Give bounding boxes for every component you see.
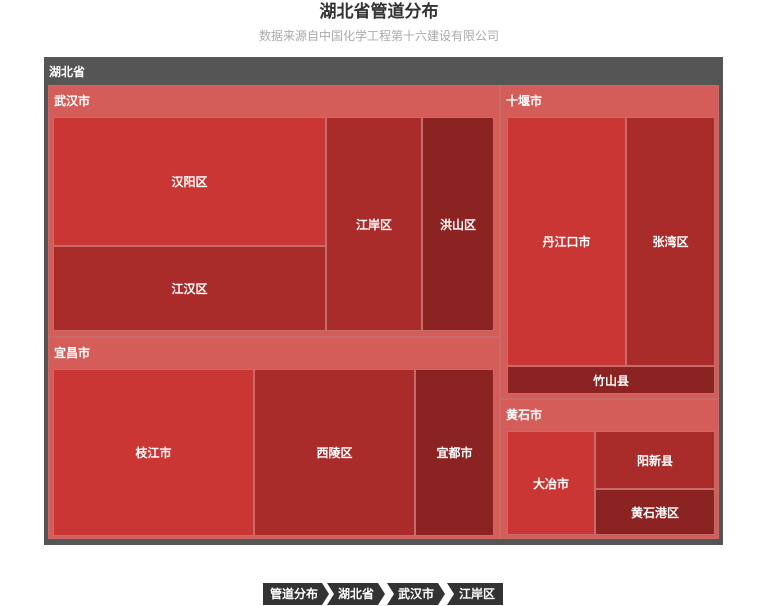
treemap-leaf-江岸区[interactable]: 江岸区 bbox=[326, 117, 422, 331]
treemap-leaf-黄石港区[interactable]: 黄石港区 bbox=[595, 489, 715, 535]
treemap-leaf-汉阳区[interactable]: 汉阳区 bbox=[53, 117, 326, 246]
treemap-leaf-西陵区[interactable]: 西陵区 bbox=[254, 369, 415, 536]
leaf-label: 丹江口市 bbox=[542, 235, 591, 249]
treemap-leaf-宜都市[interactable]: 宜都市 bbox=[415, 369, 494, 536]
breadcrumb-item-武汉市[interactable]: 武汉市 bbox=[387, 583, 445, 605]
leaf-label: 江岸区 bbox=[355, 217, 392, 232]
treemap-group-十堰市[interactable]: 十堰市丹江口市 张湾区竹山县 bbox=[500, 85, 719, 399]
group-label: 武汉市 bbox=[54, 94, 91, 108]
leaf-label: 大冶市 bbox=[532, 476, 569, 491]
breadcrumb-item-江岸区[interactable]: 江岸区 bbox=[447, 583, 503, 605]
leaf-label: 黄石港区 bbox=[630, 505, 679, 520]
leaf-label: 江汉区 bbox=[171, 282, 208, 296]
chart-title: 湖北省管道分布 bbox=[319, 2, 439, 22]
root-label: 湖北省 bbox=[49, 65, 86, 79]
leaf-label: 西陵区 bbox=[316, 446, 353, 460]
treemap-group-黄石市[interactable]: 黄石市大冶市 阳新县黄石港区 bbox=[500, 399, 719, 539]
treemap-group-武汉市[interactable]: 武汉市汉阳区江汉区 江岸区 洪山区 bbox=[48, 85, 500, 337]
group-label: 十堰市 bbox=[506, 94, 543, 108]
leaf-label: 张湾区 bbox=[652, 235, 689, 249]
treemap-leaf-阳新县[interactable]: 阳新县 bbox=[595, 431, 715, 489]
treemap-leaf-竹山县[interactable]: 竹山县 bbox=[507, 366, 715, 394]
leaf-label: 洪山区 bbox=[439, 217, 476, 232]
treemap-leaf-枝江市[interactable]: 枝江市 bbox=[53, 369, 254, 536]
treemap-group-宜昌市[interactable]: 宜昌市枝江市 西陵区 宜都市 bbox=[48, 337, 500, 539]
treemap-leaf-洪山区[interactable]: 洪山区 bbox=[422, 117, 494, 331]
leaf-label: 阳新县 bbox=[636, 453, 673, 468]
treemap-root-湖北省[interactable]: 湖北省武汉市汉阳区江汉区 江岸区 洪山区宜昌市枝江市 西陵区 宜都市 十堰市丹江口市 张湾区… bbox=[44, 57, 723, 545]
leaf-label: 汉阳区 bbox=[171, 175, 208, 189]
chart-subtitle: 数据来源自中国化学工程第十六建设有限公司 bbox=[258, 29, 499, 43]
treemap-leaf-江汉区[interactable]: 江汉区 bbox=[53, 246, 326, 331]
leaf-label: 宜都市 bbox=[436, 446, 473, 460]
treemap-leaf-大冶市[interactable]: 大冶市 bbox=[507, 431, 595, 535]
leaf-label: 枝江市 bbox=[135, 446, 172, 460]
treemap-leaf-张湾区[interactable]: 张湾区 bbox=[626, 117, 715, 366]
breadcrumb-item-管道分布[interactable]: 管道分布 bbox=[263, 583, 329, 605]
group-label: 黄石市 bbox=[506, 408, 543, 422]
leaf-label: 竹山县 bbox=[592, 373, 629, 388]
group-label: 宜昌市 bbox=[54, 346, 91, 360]
treemap-leaf-丹江口市[interactable]: 丹江口市 bbox=[507, 117, 626, 366]
breadcrumb-item-湖北省[interactable]: 湖北省 bbox=[327, 583, 385, 605]
